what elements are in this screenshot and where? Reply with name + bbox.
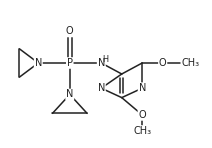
Text: O: O <box>66 26 74 37</box>
Text: N: N <box>138 83 146 93</box>
Text: CH₃: CH₃ <box>181 58 200 68</box>
Text: N: N <box>98 83 105 93</box>
Text: CH₃: CH₃ <box>133 126 151 136</box>
Text: H: H <box>102 55 108 64</box>
Text: O: O <box>138 110 146 120</box>
Text: N: N <box>66 90 74 99</box>
Text: N: N <box>98 58 105 68</box>
Text: N: N <box>35 58 42 68</box>
Text: P: P <box>67 58 73 68</box>
Text: O: O <box>159 58 166 68</box>
